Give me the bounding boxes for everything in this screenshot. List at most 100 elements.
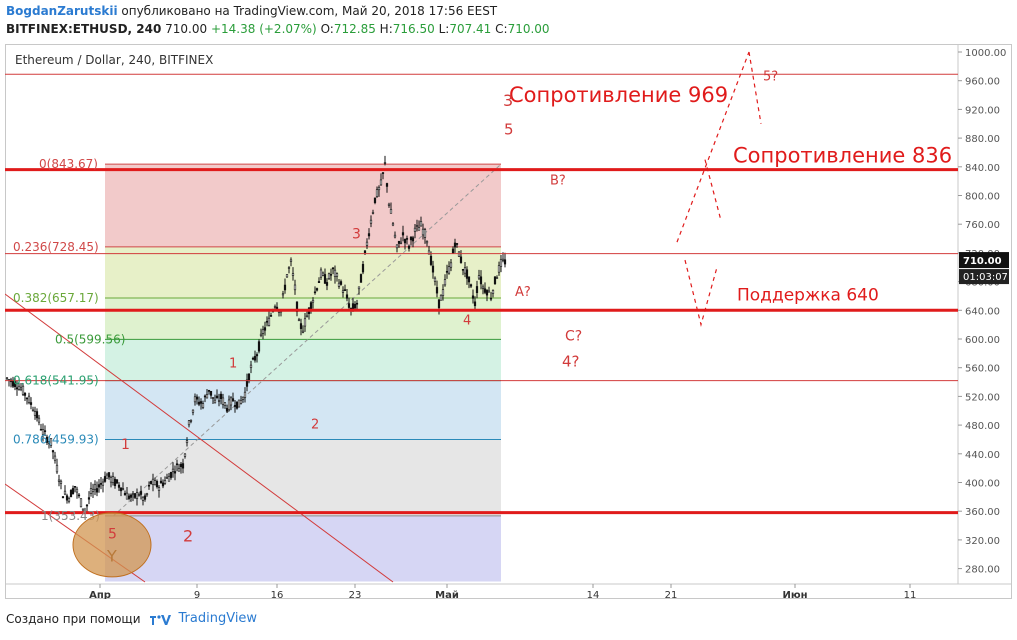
candle-body xyxy=(29,402,33,405)
x-tick-label: Июн xyxy=(783,590,808,599)
candle-body xyxy=(215,395,219,399)
candle-body xyxy=(437,299,441,309)
candle-body xyxy=(441,289,445,296)
candle-body xyxy=(341,290,345,293)
candle-body xyxy=(67,497,71,502)
candle-body xyxy=(173,471,177,474)
candle-body xyxy=(377,186,381,191)
y-tick-label: 960.00 xyxy=(965,77,1000,88)
author-link[interactable]: BogdanZarutskii xyxy=(6,4,118,18)
candle-body xyxy=(343,289,347,291)
candle-body xyxy=(247,373,251,382)
y-tick-label: 640.00 xyxy=(965,306,1000,317)
candle-body xyxy=(299,323,303,329)
candle-body xyxy=(207,389,211,392)
candle-body xyxy=(353,303,357,309)
candle-body xyxy=(367,233,371,237)
y-tick-label: 800.00 xyxy=(965,192,1000,203)
candle-body xyxy=(183,453,187,457)
candle-body xyxy=(93,484,97,490)
candle-body xyxy=(13,381,17,387)
candle-body xyxy=(331,267,335,270)
candle-body xyxy=(103,476,107,482)
candle-body xyxy=(17,385,21,390)
candle-body xyxy=(381,172,385,174)
candle-body xyxy=(487,290,491,293)
tradingview-logo-icon[interactable] xyxy=(149,612,171,626)
candle-body xyxy=(363,250,367,254)
annotation-w4q: 4? xyxy=(562,352,580,370)
candle-body xyxy=(133,493,137,498)
candle-body xyxy=(99,483,103,485)
candle-body xyxy=(365,241,369,246)
candle-body xyxy=(369,219,373,224)
candle-body xyxy=(315,288,319,291)
y-tick-label: 320.00 xyxy=(965,536,1000,547)
candle-body xyxy=(151,478,155,485)
candle-body xyxy=(327,273,331,280)
candle-body xyxy=(169,472,173,478)
candle-body xyxy=(203,395,207,398)
candle-body xyxy=(345,294,349,299)
x-tick-label: Май xyxy=(435,590,459,599)
candle-body xyxy=(387,203,391,206)
created-with-text: Создано при помощи xyxy=(6,611,141,626)
x-tick-label: 21 xyxy=(665,590,678,599)
y-tick-label: 520.00 xyxy=(965,392,1000,403)
candle-body xyxy=(361,264,365,273)
projections xyxy=(676,51,762,328)
trend-line-upper[interactable] xyxy=(4,293,394,583)
candle-body xyxy=(503,259,507,265)
candle-body xyxy=(241,396,245,400)
candle-body xyxy=(191,409,195,413)
wave-y-circle xyxy=(72,512,152,578)
symbol-info: BITFINEX:ETHUSD, 240 710.00 +14.38 (+2.0… xyxy=(6,22,550,36)
candle-body xyxy=(269,315,273,317)
candle-body xyxy=(43,430,47,432)
candle-body xyxy=(129,494,133,498)
annotation-resistance-836: Сопротивление 836 xyxy=(733,144,952,168)
candle-body xyxy=(435,287,439,294)
candle-body xyxy=(53,455,57,461)
projection-mid xyxy=(704,159,722,221)
chart-frame[interactable]: 0(843.67) 0.236(728.45) 0.382(657.17) 0.5(5… xyxy=(4,44,1017,601)
candle-body xyxy=(123,492,127,496)
price-axis: 1000.00 960.00 920.00 880.00 840.00 800.00 760… xyxy=(958,48,1009,576)
candle-body xyxy=(229,397,233,406)
candle-body xyxy=(65,495,69,501)
candle-body xyxy=(391,223,395,226)
y-tick-label: 1000.00 xyxy=(965,48,1006,59)
candle-body xyxy=(213,399,217,404)
candle-body xyxy=(501,258,505,261)
candle-body xyxy=(389,209,393,214)
fib-zone-3 xyxy=(105,339,501,381)
candle-body xyxy=(73,486,77,488)
candle-body xyxy=(297,319,301,322)
candle-body xyxy=(251,357,255,360)
candle-body xyxy=(51,450,55,453)
candle-body xyxy=(463,267,467,274)
price-chart[interactable]: 0(843.67) 0.236(728.45) 0.382(657.17) 0.5(5… xyxy=(4,44,1017,601)
x-tick-label: Апр xyxy=(89,590,111,599)
candle-body xyxy=(201,403,205,408)
candle-body xyxy=(497,265,501,273)
candle-body xyxy=(197,401,201,405)
fib-zone-0 xyxy=(105,164,501,247)
x-tick-label: 11 xyxy=(904,590,917,599)
publish-text: опубликовано на TradingView.com, Май 20,… xyxy=(121,4,498,18)
candle-body xyxy=(423,229,427,238)
candle-body xyxy=(313,291,317,294)
candle-body xyxy=(285,274,289,278)
candle-body xyxy=(393,234,397,238)
x-tick-label: 14 xyxy=(587,590,600,599)
candle-body xyxy=(287,267,291,269)
annotation-w2-mid: 2 xyxy=(311,418,319,433)
candle-body xyxy=(235,401,239,409)
candle-body xyxy=(419,221,423,227)
candle-body xyxy=(71,488,75,495)
candle-body xyxy=(47,441,51,444)
y-tick-label: 400.00 xyxy=(965,479,1000,490)
candle-body xyxy=(101,481,105,486)
candle-body xyxy=(89,488,93,494)
tradingview-link[interactable]: TradingView xyxy=(178,611,258,626)
